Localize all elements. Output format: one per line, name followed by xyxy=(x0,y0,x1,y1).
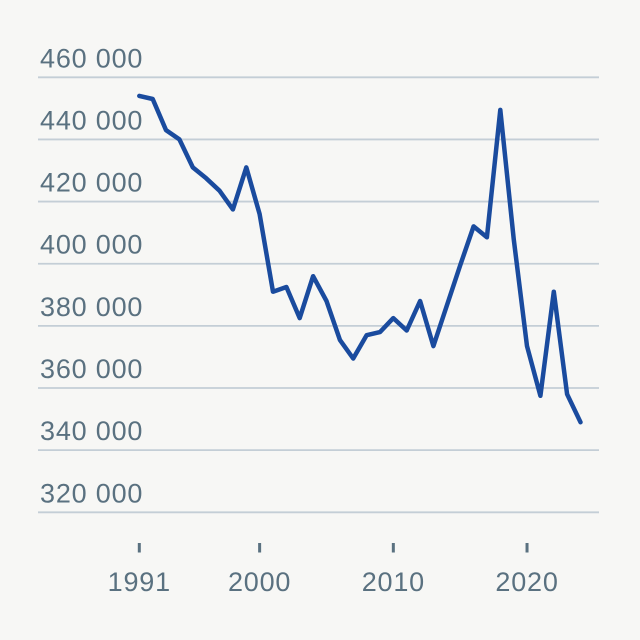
y-tick-label: 460 000 xyxy=(40,43,143,73)
y-tick-label: 360 000 xyxy=(40,354,143,384)
x-axis-labels: 1991 2000 2010 2020 xyxy=(108,567,558,597)
x-tick-label: 1991 xyxy=(108,567,171,597)
y-tick-label: 400 000 xyxy=(40,230,143,260)
x-tick-label: 2010 xyxy=(362,567,425,597)
y-axis-labels: 460 000 440 000 420 000 400 000 380 000 … xyxy=(40,43,143,508)
y-tick-label: 440 000 xyxy=(40,105,143,135)
y-tick-label: 320 000 xyxy=(40,478,143,508)
x-tick-marks xyxy=(137,543,529,553)
x-tick-label: 2020 xyxy=(495,567,558,597)
gridlines xyxy=(38,76,599,514)
x-tick-label: 2000 xyxy=(228,567,291,597)
y-tick-label: 420 000 xyxy=(40,168,143,198)
y-tick-label: 340 000 xyxy=(40,416,143,446)
y-tick-label: 380 000 xyxy=(40,292,143,322)
data-line xyxy=(137,93,583,425)
